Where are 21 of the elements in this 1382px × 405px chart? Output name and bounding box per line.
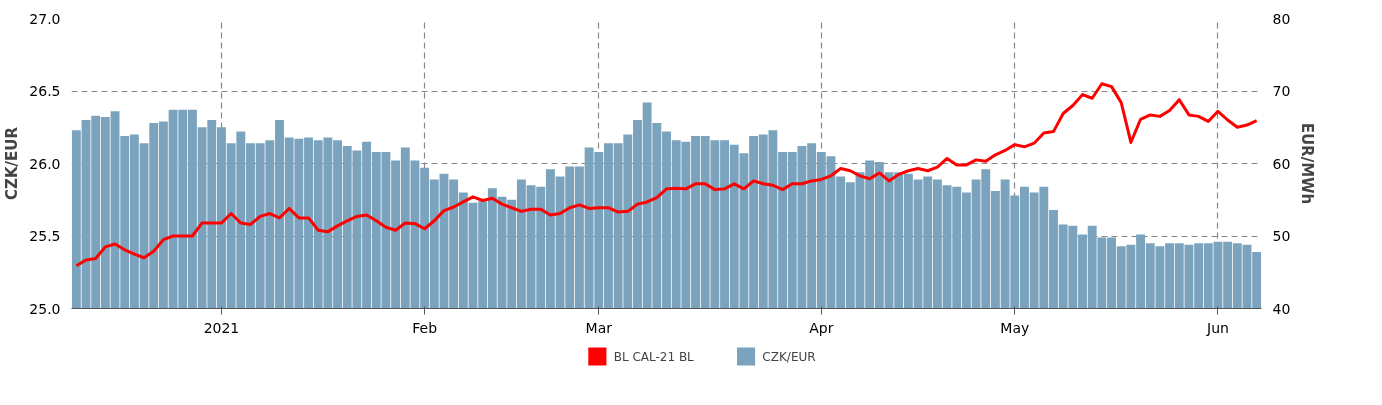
y2-axis-title: EUR/MWh: [1298, 122, 1317, 205]
x-tick-label: Feb: [412, 319, 438, 336]
x-tick-label: Jun: [1206, 319, 1229, 336]
x-tick-label: May: [1000, 319, 1030, 336]
legend-label: CZK/EUR: [762, 349, 816, 364]
y2-tick-label: 40: [1272, 300, 1291, 317]
legend-label: BL CAL-21 BL: [613, 349, 695, 364]
y-tick-label: 26.0: [29, 155, 61, 172]
y2-tick-label: 70: [1272, 83, 1291, 99]
y-tick-label: 25.0: [29, 300, 61, 317]
x-tick-label: 2021: [203, 319, 240, 336]
y-axis-title: CZK/EUR: [3, 126, 22, 200]
x-tick-label: Mar: [585, 319, 613, 336]
y2-tick-label: 60: [1272, 155, 1291, 172]
line-series: [74, 82, 1259, 268]
y2-tick-label: 50: [1272, 228, 1291, 244]
y-tick-label: 25.5: [29, 228, 61, 244]
y-tick-label: 27.0: [29, 10, 61, 27]
y2-tick-label: 80: [1272, 10, 1291, 27]
y-tick-label: 26.5: [29, 83, 61, 99]
x-tick-label: Apr: [809, 319, 834, 336]
